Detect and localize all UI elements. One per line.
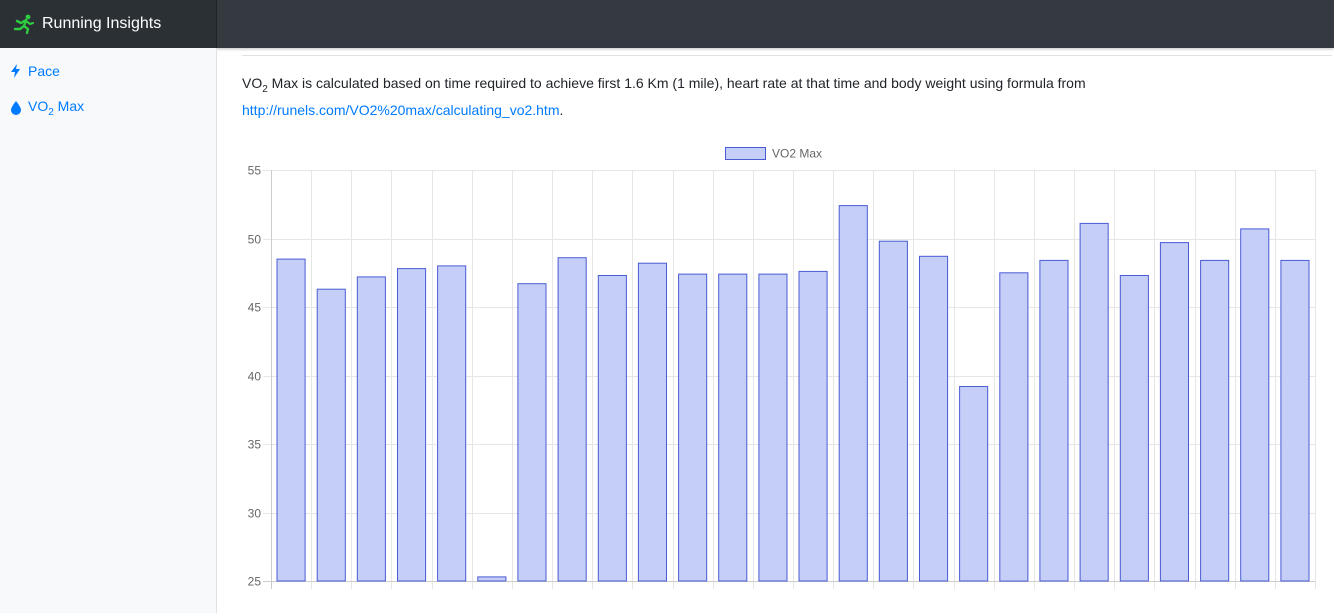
chart-bar[interactable] <box>878 240 908 582</box>
chart-bar[interactable] <box>959 386 989 582</box>
chart-bar[interactable] <box>919 255 949 582</box>
main-content: VO2 Max is calculated based on time requ… <box>218 48 1334 613</box>
divider <box>242 55 1332 56</box>
chart-bar[interactable] <box>1119 275 1149 582</box>
top-navbar: Running Insights <box>0 0 1334 48</box>
chart-bar[interactable] <box>1200 259 1230 582</box>
chart-bar[interactable] <box>597 275 627 582</box>
chart-bar[interactable] <box>1280 259 1310 582</box>
app-title: Running Insights <box>42 15 162 32</box>
y-tick-label: 25 <box>248 575 262 589</box>
y-tick-label: 35 <box>248 438 262 452</box>
chart-bar[interactable] <box>557 257 587 582</box>
chart-bar[interactable] <box>637 262 668 582</box>
brand[interactable]: Running Insights <box>0 0 217 48</box>
chart-bar[interactable] <box>798 270 828 582</box>
y-tick-label: 45 <box>248 301 262 315</box>
runner-icon <box>12 14 36 34</box>
chart-bar[interactable] <box>999 272 1029 582</box>
chart-bar[interactable] <box>316 288 346 582</box>
bolt-icon <box>10 64 22 78</box>
vo2-description: VO2 Max is calculated based on time requ… <box>242 75 1086 118</box>
chart-bar[interactable] <box>1240 228 1270 582</box>
legend-label[interactable]: VO2 Max <box>772 147 822 161</box>
y-tick-label: 40 <box>248 370 262 384</box>
chart-bar[interactable] <box>1039 259 1069 582</box>
chart-bar[interactable] <box>477 576 507 582</box>
chart-bar[interactable] <box>276 258 306 582</box>
chart-bar[interactable] <box>517 283 547 582</box>
sidebar-item-pace[interactable]: Pace <box>10 61 60 81</box>
droplet-icon <box>10 101 22 115</box>
chart-bar[interactable] <box>356 276 386 582</box>
y-tick-label: 50 <box>248 233 262 247</box>
chart-bar[interactable] <box>758 273 788 582</box>
sidebar-item-label: Pace <box>28 63 60 79</box>
chart-bar[interactable] <box>1159 242 1190 582</box>
legend-swatch[interactable] <box>725 147 766 160</box>
sidebar-item-vo2max[interactable]: VO2 Max <box>10 98 84 118</box>
sidebar-item-label: VO2 Max <box>28 98 85 118</box>
y-tick-label: 55 <box>248 164 262 178</box>
chart-bar[interactable] <box>678 273 708 582</box>
formula-link[interactable]: http://runels.com/VO2%20max/calculating_… <box>242 101 560 118</box>
y-tick-label: 30 <box>248 507 262 521</box>
chart-bar[interactable] <box>838 205 868 582</box>
sidebar: Pace VO2 Max <box>0 48 217 613</box>
chart-bar[interactable] <box>1079 222 1109 582</box>
chart-bar[interactable] <box>397 268 427 582</box>
chart-bar[interactable] <box>437 265 467 582</box>
chart-bar[interactable] <box>718 273 748 582</box>
